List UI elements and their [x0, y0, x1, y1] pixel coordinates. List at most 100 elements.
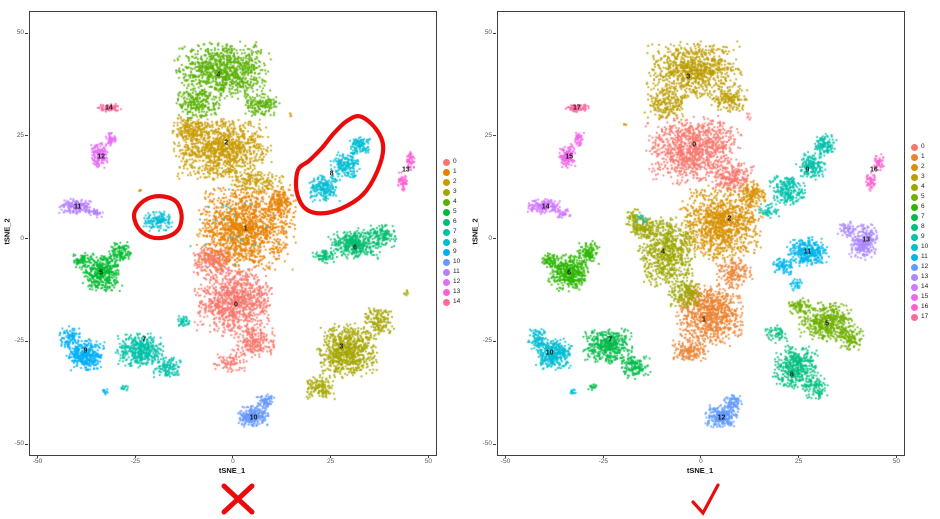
cluster-label-14: 14 [541, 203, 550, 211]
legend-item-10: 10 [443, 257, 460, 267]
legend-label: 17 [921, 312, 929, 320]
cluster-label-10: 10 [545, 349, 554, 357]
y-tick-mark [25, 238, 28, 240]
legend-label: 2 [921, 162, 925, 170]
cluster-label-4: 4 [216, 71, 221, 79]
legend-label: 7 [921, 212, 925, 220]
legend-item-5: 5 [443, 207, 460, 217]
y-tick-mark [25, 443, 28, 445]
legend-swatch [911, 313, 918, 321]
y-axis-label: tSNE_2 [2, 218, 12, 245]
cluster-label-17: 17 [573, 104, 581, 112]
check-stroke [691, 483, 720, 516]
cluster-label-9: 9 [83, 347, 88, 355]
legend-item-9: 9 [443, 247, 460, 257]
legend-swatch [443, 198, 450, 206]
legend-swatch [443, 158, 450, 166]
cluster-label-6: 6 [353, 244, 358, 252]
legend-swatch [911, 223, 918, 231]
cluster-label-11: 11 [73, 203, 82, 211]
legend-item-1: 1 [443, 167, 460, 177]
cluster-label-3: 3 [686, 73, 691, 81]
x-tick-mark [427, 455, 429, 458]
verdict-cross-icon [221, 483, 255, 515]
x-tick-label: -25 [130, 458, 140, 465]
legend-label: 16 [921, 302, 929, 310]
legend-label: 8 [453, 237, 457, 245]
y-tick-label: -25 [482, 337, 492, 345]
y-tick-label: 0 [20, 234, 24, 242]
legend-item-14: 14 [443, 297, 460, 307]
legend-swatch [911, 173, 918, 181]
tsne-plot-right: 0 1 2 3 4 5 6 7 8 9 10 11 12 13 14 15 16 17 tSNE_1 tSNE_2… [468, 0, 938, 519]
x-tick-label: 0 [231, 458, 235, 465]
cluster-label-6: 6 [567, 269, 572, 277]
y-tick-label: -50 [14, 440, 24, 448]
legend-swatch [911, 143, 918, 151]
y-tick-mark [25, 135, 28, 137]
y-tick-mark [493, 443, 496, 445]
verdict-check-icon [691, 483, 720, 516]
legend-swatch [443, 218, 450, 226]
legend-label: 15 [921, 292, 929, 300]
legend-item-12: 12 [911, 262, 928, 272]
y-tick-mark [25, 32, 28, 34]
cluster-label-5: 5 [825, 320, 829, 328]
legend-item-3: 3 [911, 172, 928, 182]
legend-item-15: 15 [911, 292, 928, 302]
legend-item-1: 1 [911, 152, 928, 162]
cluster-label-1: 1 [243, 225, 248, 233]
legend-label: 5 [453, 207, 457, 215]
legend-label: 10 [453, 257, 461, 265]
cluster-label-10: 10 [249, 414, 258, 422]
legend-item-10: 10 [911, 242, 928, 252]
y-tick-mark [493, 32, 496, 34]
legend: 0 1 2 3 4 5 6 7 8 9 10 11 12 13 14 15 16 17 [911, 142, 928, 322]
x-tick-mark [134, 455, 136, 458]
x-tick-label: 0 [699, 458, 703, 465]
cluster-label-4: 4 [660, 248, 665, 256]
legend-label: 4 [453, 197, 457, 205]
cluster-label-12: 12 [97, 153, 106, 161]
legend-item-14: 14 [911, 282, 928, 292]
legend-item-11: 11 [443, 267, 460, 277]
legend-swatch [443, 268, 450, 276]
legend-swatch [911, 303, 918, 311]
legend-swatch [911, 233, 918, 241]
legend-item-0: 0 [443, 157, 460, 167]
legend-swatch [443, 178, 450, 186]
legend-item-13: 13 [911, 272, 928, 282]
x-axis-label: tSNE_1 [686, 466, 714, 475]
cluster-label-13: 13 [862, 236, 870, 244]
legend-swatch [443, 298, 450, 306]
legend-swatch [911, 273, 918, 281]
legend-item-3: 3 [443, 187, 460, 197]
legend-label: 6 [921, 202, 925, 210]
legend-label: 1 [453, 167, 457, 175]
x-tick-label: 50 [424, 458, 432, 465]
legend-item-16: 16 [911, 302, 928, 312]
legend-swatch [911, 253, 918, 261]
legend-item-7: 7 [443, 227, 460, 237]
y-tick-label: 25 [16, 131, 24, 139]
legend-item-12: 12 [443, 277, 460, 287]
legend-label: 8 [921, 222, 925, 230]
legend-swatch [443, 188, 450, 196]
cluster-label-0: 0 [692, 141, 697, 149]
y-tick-label: 50 [16, 29, 24, 37]
x-tick-label: 25 [327, 458, 335, 465]
legend-swatch [443, 208, 450, 216]
y-tick-label: -50 [482, 440, 492, 448]
cluster-label-16: 16 [870, 166, 878, 174]
legend-label: 12 [453, 277, 461, 285]
legend-swatch [443, 168, 450, 176]
legend-label: 0 [921, 142, 925, 150]
legend: 0 1 2 3 4 5 6 7 8 9 10 11 12 13 14 [443, 157, 460, 307]
legend-label: 3 [453, 187, 457, 195]
cluster-label-9: 9 [805, 166, 810, 174]
legend-swatch [911, 213, 918, 221]
legend-label: 10 [921, 242, 929, 250]
y-axis-label: tSNE_2 [470, 218, 480, 245]
cluster-label-0: 0 [233, 301, 238, 309]
